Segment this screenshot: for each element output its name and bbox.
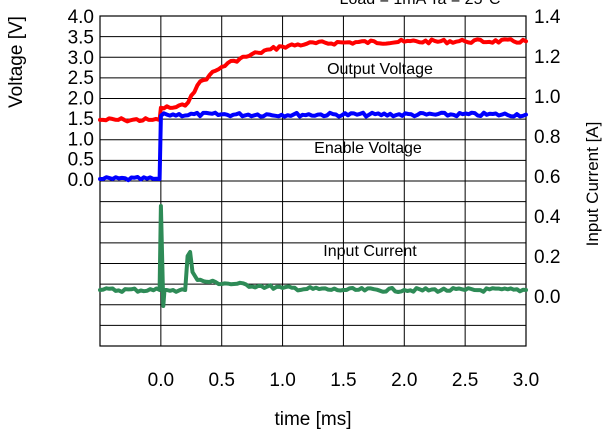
y-right-tick-label: 0.2 [534, 247, 560, 268]
y-right-tick-label: 1.4 [534, 7, 561, 28]
series-point [463, 288, 467, 292]
grid-lines [100, 16, 526, 346]
y-left-tick-labels: 0.00.51.01.52.02.53.03.54.0 [68, 7, 94, 191]
y-left-tick-label: 0.0 [68, 170, 94, 191]
series-point [269, 48, 272, 51]
series-point [208, 73, 211, 77]
x-axis-label: time [ms] [274, 409, 351, 430]
x-tick-label: 2.5 [452, 370, 478, 391]
series-point [281, 286, 284, 290]
series-point [98, 118, 102, 122]
y-right-tick-label: 0.8 [534, 127, 560, 148]
series-point [160, 254, 164, 258]
series-point [147, 118, 150, 122]
series-layer [98, 37, 528, 308]
y-right-tick-label: 0.6 [534, 167, 560, 188]
series-point [232, 282, 236, 286]
series-line [98, 37, 528, 124]
x-tick-label: 1.0 [269, 370, 295, 391]
series-point [257, 51, 260, 54]
annotation-enable-voltage: Enable Voltage [314, 140, 422, 157]
annotation-input-current: Input Current [323, 243, 417, 260]
series-point [403, 40, 406, 43]
x-tick-label: 0.0 [148, 370, 174, 391]
series-point [244, 55, 248, 58]
series-point [165, 288, 169, 292]
series-point [524, 113, 528, 116]
series-point [98, 288, 102, 292]
y-right-tick-label: 1.0 [534, 87, 560, 108]
series-point [163, 288, 166, 292]
series-point [159, 204, 163, 208]
series-point [171, 106, 175, 109]
series-point [403, 288, 406, 292]
series-point [184, 104, 187, 107]
y-left-tick-label: 0.5 [68, 150, 94, 171]
series-point [188, 250, 192, 254]
series-line [98, 110, 528, 183]
series-point [342, 288, 345, 292]
series-point [281, 45, 284, 48]
series-point [463, 40, 467, 43]
x-tick-label: 3.0 [513, 370, 539, 391]
series-point [191, 270, 194, 274]
series-point [165, 113, 169, 116]
series-point [184, 288, 187, 292]
y-left-tick-label: 3.0 [68, 48, 94, 69]
x-tick-label: 0.5 [209, 370, 235, 391]
series-point [159, 106, 163, 109]
series-point [220, 65, 223, 69]
y-left-tick-label: 3.5 [68, 27, 94, 48]
series-point [196, 278, 199, 282]
series-point [208, 280, 211, 284]
y-left-tick-label: 1.5 [68, 109, 94, 130]
y-right-tick-label: 0.0 [534, 287, 560, 308]
series-point [159, 114, 163, 118]
series-point [186, 254, 189, 258]
y-left-tick-label: 2.0 [68, 89, 94, 110]
series-point [190, 94, 193, 97]
series-point [232, 59, 236, 63]
series-point [196, 84, 199, 87]
y-right-axis-label: Input Current [A] [583, 122, 602, 247]
y-right-tick-label: 1.2 [534, 47, 560, 68]
series-point [158, 288, 161, 292]
series-point [524, 40, 528, 43]
y-right-tick-label: 0.4 [534, 207, 561, 228]
series-point [257, 284, 260, 288]
series-point [98, 177, 102, 181]
series-point [524, 288, 528, 292]
x-tick-labels: 0.0 0.5 1.0 1.5 2.0 2.5 3.0 [148, 370, 540, 391]
annotation-output-voltage: Output Voltage [327, 61, 433, 78]
series-point [171, 288, 175, 292]
y-left-tick-label: 2.5 [68, 68, 94, 89]
series-point [342, 41, 345, 44]
series-point [162, 304, 165, 308]
x-tick-label: 2.0 [391, 370, 417, 391]
series-point [158, 177, 161, 181]
series-point [305, 42, 309, 45]
series-point [123, 118, 126, 122]
y-left-tick-label: 4.0 [68, 7, 94, 28]
y-left-axis-label: Voltage [V] [6, 16, 27, 108]
y-left-tick-label: 1.0 [68, 129, 94, 150]
x-tick-label: 1.5 [330, 370, 356, 391]
y-right-tick-labels: 0.0 0.2 0.4 0.6 0.8 1.0 1.2 1.4 [534, 7, 561, 308]
chart-title: Load = 1mA Ta = 25°C [340, 0, 501, 8]
